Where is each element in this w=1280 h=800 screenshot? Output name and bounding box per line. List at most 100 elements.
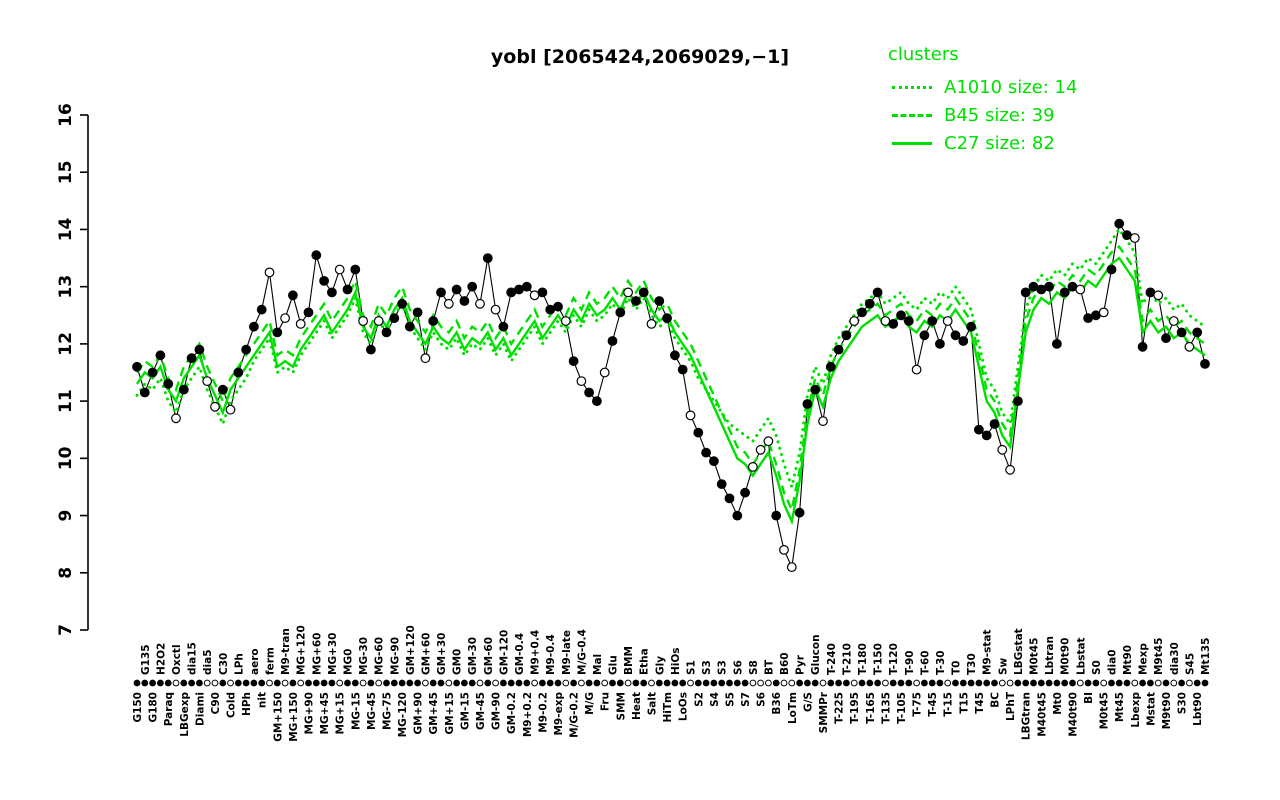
condition-marker <box>406 679 414 687</box>
data-point <box>1161 333 1171 344</box>
data-point <box>670 350 680 361</box>
data-point <box>755 444 766 455</box>
x-category-label: GM-45 <box>475 692 487 730</box>
condition-marker <box>1037 679 1045 687</box>
legend-item-c27: C27 size: 82 <box>888 129 1077 157</box>
x-category-label: MG-30 <box>358 637 370 675</box>
condition-marker <box>320 679 328 687</box>
legend-item-a1010: A1010 size: 14 <box>888 73 1077 101</box>
x-category-label: SMMPr <box>818 691 830 733</box>
data-point <box>592 396 602 407</box>
data-point <box>521 281 532 292</box>
condition-marker <box>687 679 694 687</box>
data-point <box>599 367 610 378</box>
x-category-label: M40t45 <box>1036 692 1048 737</box>
data-point <box>295 319 306 329</box>
condition-marker <box>531 679 538 687</box>
data-point <box>319 276 330 286</box>
condition-marker <box>227 679 234 687</box>
data-point <box>919 330 930 341</box>
data-point <box>537 287 548 298</box>
condition-marker <box>843 679 850 687</box>
condition-marker <box>211 679 219 687</box>
x-category-label: BT <box>763 659 775 675</box>
x-category-label: B36 <box>771 692 783 715</box>
x-category-label: M9+0.4 <box>530 630 542 675</box>
condition-marker <box>866 679 874 687</box>
x-category-label: B60 <box>779 652 791 675</box>
condition-marker <box>1178 679 1185 687</box>
x-category-label: LoTm <box>787 692 799 724</box>
x-category-label: M/G-0.2 <box>569 692 581 738</box>
data-point <box>459 296 470 306</box>
data-point <box>1137 341 1148 352</box>
data-point <box>654 296 665 306</box>
condition-marker <box>1045 679 1053 687</box>
x-category-label: G/S <box>802 692 814 712</box>
data-point <box>849 316 860 326</box>
x-category-label: S8 <box>748 660 760 675</box>
condition-marker <box>359 679 367 687</box>
x-category-label: M9t45 <box>1153 638 1165 675</box>
condition-marker <box>749 679 757 687</box>
condition-marker <box>500 679 507 687</box>
condition-marker <box>850 679 858 687</box>
x-category-label: S45 <box>1184 653 1196 675</box>
condition-marker <box>515 679 523 687</box>
data-point <box>950 330 961 341</box>
x-category-label: Fru <box>600 692 612 711</box>
x-category-label: LBGexp <box>179 692 191 737</box>
x-category-label: Lbstat <box>1075 637 1087 675</box>
data-point <box>810 384 821 395</box>
data-point <box>864 298 875 309</box>
x-category-label: T-120 <box>888 643 900 675</box>
x-category-label: M/G-0.4 <box>576 629 588 675</box>
data-point <box>381 327 392 338</box>
x-category-label: MG-75 <box>382 692 394 730</box>
data-point <box>194 344 205 355</box>
data-point <box>935 339 945 349</box>
x-category-label: LPhT <box>1005 691 1017 721</box>
x-category-label: S5 <box>725 692 737 707</box>
condition-marker <box>305 679 312 687</box>
condition-marker <box>1084 679 1092 687</box>
x-category-label: H2O2 <box>155 643 167 675</box>
x-category-label: LBGtran <box>1021 692 1033 740</box>
condition-marker <box>726 679 733 687</box>
data-point <box>560 316 571 326</box>
data-point <box>327 287 337 298</box>
data-point <box>794 507 805 518</box>
data-point <box>1044 281 1054 292</box>
data-point <box>802 399 813 409</box>
x-category-label: M0t45 <box>1099 692 1111 729</box>
x-category-label: LoOs <box>678 692 690 721</box>
condition-marker <box>1162 679 1170 687</box>
data-point <box>436 287 446 298</box>
x-category-label: LBGstat <box>1013 628 1025 675</box>
data-point <box>163 379 174 389</box>
data-point <box>1176 327 1187 338</box>
x-category-label: Oxctl <box>171 644 183 675</box>
x-category-label: GM+45 <box>428 692 440 734</box>
data-point <box>404 321 415 332</box>
x-category-label: C30 <box>218 653 230 675</box>
condition-marker <box>196 679 203 687</box>
data-point <box>1168 316 1179 326</box>
data-point <box>451 284 462 295</box>
condition-marker <box>913 679 920 687</box>
y-tick-label: 8 <box>56 567 76 579</box>
data-point <box>303 307 314 318</box>
condition-marker <box>570 679 577 687</box>
x-category-label: aero <box>249 648 261 675</box>
data-point <box>366 344 376 355</box>
condition-marker <box>640 679 648 687</box>
x-category-label: LPh <box>233 653 245 675</box>
data-point <box>927 316 938 326</box>
condition-marker <box>562 679 570 687</box>
condition-marker <box>1123 679 1131 687</box>
condition-marker <box>998 679 1006 687</box>
data-point <box>1114 218 1125 229</box>
data-point <box>1075 284 1086 295</box>
x-category-label: S1 <box>686 660 698 675</box>
